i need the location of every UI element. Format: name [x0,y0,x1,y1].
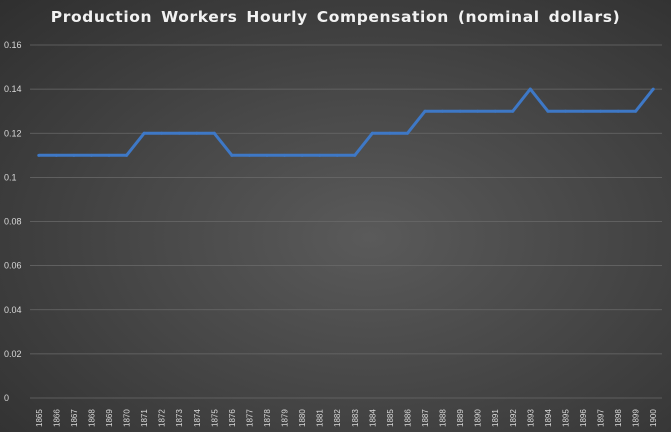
data-point [283,153,287,157]
x-tick-label: 1885 [386,409,395,427]
data-point [528,87,532,91]
x-tick-label: 1870 [123,409,132,427]
data-point [405,131,409,135]
x-tick-label: 1900 [649,409,658,427]
x-tick-label: 1883 [351,409,360,427]
data-point [125,153,129,157]
data-point [563,109,567,113]
x-tick-label: 1895 [561,409,570,427]
data-point [160,131,164,135]
x-tick-label: 1890 [474,409,483,427]
data-point [441,109,445,113]
data-point [247,153,251,157]
x-tick-label: 1866 [52,409,61,427]
x-tick-label: 1878 [263,409,272,427]
x-tick-label: 1879 [281,409,290,427]
y-tick-label: 0.04 [4,305,22,315]
data-point [634,109,638,113]
x-tick-label: 1874 [193,409,202,427]
data-point [89,153,93,157]
data-point [195,131,199,135]
x-tick-label: 1882 [333,409,342,427]
x-tick-label: 1868 [87,409,96,427]
y-tick-label: 0 [4,393,9,403]
x-tick-label: 1884 [368,409,377,427]
x-tick-label: 1881 [316,409,325,427]
data-point [476,109,480,113]
gridlines [30,44,662,399]
y-tick-label: 0.14 [4,84,22,94]
x-tick-label: 1872 [158,409,167,427]
x-tick-label: 1889 [456,409,465,427]
data-point [493,109,497,113]
data-point [177,131,181,135]
data-point [511,109,515,113]
x-tick-label: 1888 [439,409,448,427]
series-layer [37,87,655,157]
data-point [388,131,392,135]
data-point [458,109,462,113]
data-point [370,131,374,135]
x-tick-label: 1899 [632,409,641,427]
data-point [54,153,58,157]
data-point [335,153,339,157]
y-axis-ticks: 0 0.02 0.04 0.06 0.08 0.1 0.12 0.14 0.16 [4,40,22,403]
data-point [353,153,357,157]
chart-title: Production Workers Hourly Compensation (… [50,8,621,26]
x-tick-label: 1871 [140,409,149,427]
x-tick-label: 1898 [614,409,623,427]
x-tick-label: 1869 [105,409,114,427]
data-point [72,153,76,157]
y-tick-label: 0.16 [4,40,22,50]
data-point [265,153,269,157]
data-point [300,153,304,157]
x-tick-label: 1873 [175,409,184,427]
x-tick-label: 1865 [35,409,44,427]
y-tick-label: 0.02 [4,349,22,359]
x-tick-label: 1886 [403,409,412,427]
x-tick-label: 1893 [526,409,535,427]
y-tick-label: 0.06 [4,261,22,271]
x-tick-label: 1894 [544,409,553,427]
x-tick-label: 1897 [597,409,606,427]
data-point [546,109,550,113]
x-tick-label: 1892 [509,409,518,427]
x-tick-label: 1887 [421,409,430,427]
data-point [651,87,655,91]
data-point [423,109,427,113]
data-point [599,109,603,113]
x-tick-label: 1875 [210,409,219,427]
x-tick-label: 1896 [579,409,588,427]
data-point [107,153,111,157]
x-axis-ticks: 1865 1866 1867 1868 1869 1870 1871 1872 1873 1874… [35,409,658,427]
data-point [230,153,234,157]
y-tick-label: 0.1 [4,172,17,182]
x-tick-label: 1867 [70,409,79,427]
x-tick-label: 1876 [228,409,237,427]
data-point [616,109,620,113]
data-point [37,153,41,157]
data-point [581,109,585,113]
data-point [212,131,216,135]
x-tick-label: 1877 [245,409,254,427]
y-tick-label: 0.08 [4,217,22,227]
data-point [318,153,322,157]
data-point [142,131,146,135]
y-tick-label: 0.12 [4,128,22,138]
x-tick-label: 1880 [298,409,307,427]
series-line [38,87,655,157]
x-tick-label: 1891 [491,409,500,427]
